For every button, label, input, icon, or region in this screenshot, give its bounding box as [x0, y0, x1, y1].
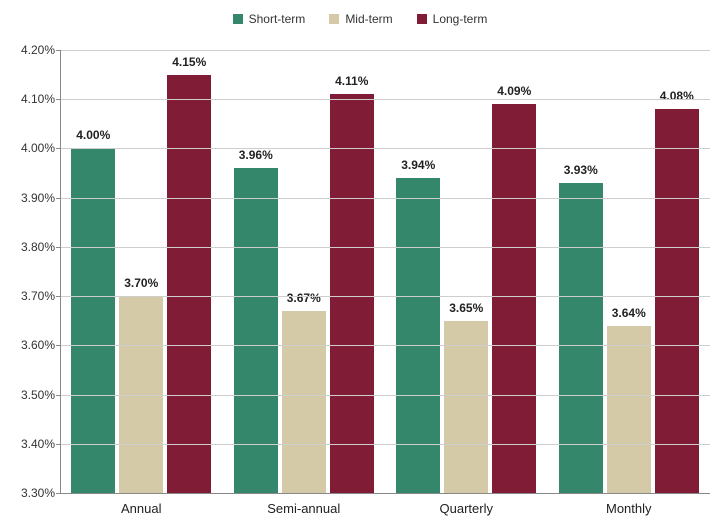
- legend: Short-term Mid-term Long-term: [0, 0, 720, 30]
- bar-value-label: 4.11%: [335, 74, 368, 88]
- bar: 3.94%: [396, 178, 440, 493]
- legend-item: Mid-term: [329, 8, 392, 30]
- x-axis-line: [60, 493, 710, 494]
- legend-item: Short-term: [233, 8, 306, 30]
- y-tick-label: 4.10%: [21, 92, 55, 106]
- category-label: Quarterly: [440, 501, 493, 516]
- bar: 4.08%: [655, 109, 699, 493]
- y-tick-label: 3.50%: [21, 388, 55, 402]
- bar: 3.65%: [444, 321, 488, 493]
- bar-value-label: 4.09%: [497, 84, 531, 98]
- bar-value-label: 3.67%: [287, 291, 321, 305]
- y-tick-label: 3.70%: [21, 289, 55, 303]
- bar-group: 4.00%3.70%4.15%Annual: [71, 75, 211, 493]
- gridline: [60, 345, 710, 346]
- gridline: [60, 99, 710, 100]
- y-tick-label: 4.20%: [21, 43, 55, 57]
- y-tick-label: 4.00%: [21, 141, 55, 155]
- bar: 4.11%: [330, 94, 374, 493]
- bar-group: 3.94%3.65%4.09%Quarterly: [396, 104, 536, 493]
- bar-value-label: 3.94%: [401, 158, 435, 172]
- gridline: [60, 296, 710, 297]
- bar-value-label: 4.15%: [172, 55, 206, 69]
- legend-label: Long-term: [433, 12, 488, 26]
- y-tick-label: 3.90%: [21, 191, 55, 205]
- plot-area: 4.00%3.70%4.15%Annual3.96%3.67%4.11%Semi…: [0, 30, 720, 523]
- gridline: [60, 444, 710, 445]
- bar-group: 3.96%3.67%4.11%Semi-annual: [234, 94, 374, 493]
- bar: 4.09%: [492, 104, 536, 493]
- bar-value-label: 3.70%: [124, 276, 158, 290]
- bar: 3.93%: [559, 183, 603, 493]
- legend-item: Long-term: [417, 8, 488, 30]
- chart-container: Short-term Mid-term Long-term 4.00% 3.70% 4.…: [0, 0, 720, 523]
- bars-area: 4.00%3.70%4.15%Annual3.96%3.67%4.11%Semi…: [60, 30, 710, 523]
- legend-swatch: [329, 14, 339, 24]
- category-label: Annual: [121, 501, 161, 516]
- bar-group: 3.93%3.64%4.08%Monthly: [559, 109, 699, 493]
- category-label: Semi-annual: [267, 501, 340, 516]
- gridline: [60, 148, 710, 149]
- bar-value-label: 3.65%: [449, 301, 483, 315]
- bar-value-label: 4.08%: [660, 89, 694, 103]
- bar-value-label: 4.00%: [76, 128, 110, 142]
- gridline: [60, 247, 710, 248]
- y-tick-label: 3.60%: [21, 338, 55, 352]
- gridline: [60, 198, 710, 199]
- legend-label: Mid-term: [345, 12, 392, 26]
- gridline: [60, 50, 710, 51]
- bar-value-label: 3.96%: [239, 148, 273, 162]
- y-tick-label: 3.40%: [21, 437, 55, 451]
- bar: 3.64%: [607, 326, 651, 493]
- bar-value-label: 3.64%: [612, 306, 646, 320]
- category-label: Monthly: [606, 501, 652, 516]
- y-tick-label: 3.30%: [21, 486, 55, 500]
- bar: 4.00%: [71, 148, 115, 493]
- bar-value-label: 3.93%: [564, 163, 598, 177]
- legend-label: Short-term: [249, 12, 306, 26]
- y-tick-label: 3.80%: [21, 240, 55, 254]
- gridline: [60, 395, 710, 396]
- legend-swatch: [233, 14, 243, 24]
- y-axis-line: [60, 50, 61, 493]
- bar: 3.67%: [282, 311, 326, 493]
- legend-swatch: [417, 14, 427, 24]
- bar: 4.15%: [167, 75, 211, 493]
